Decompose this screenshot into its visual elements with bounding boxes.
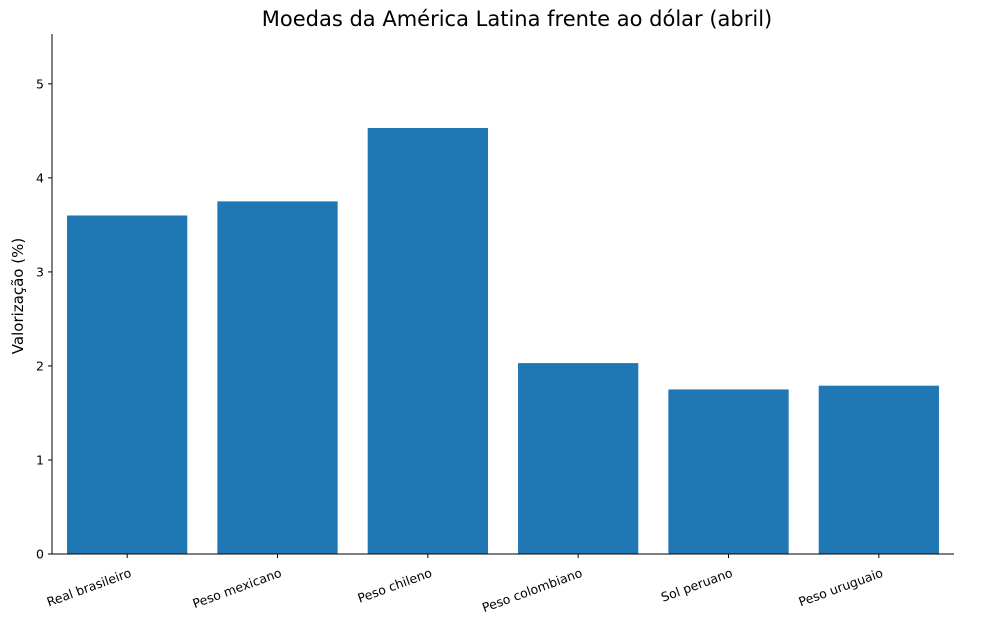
x-tick-label: Peso chileno — [355, 565, 433, 606]
bar-2 — [367, 128, 488, 554]
y-tick-label: 1 — [36, 452, 44, 467]
y-tick-label: 3 — [36, 264, 44, 279]
x-tick-label: Peso uruguaio — [797, 565, 885, 609]
y-tick-label: 0 — [36, 547, 44, 562]
bar-4 — [668, 389, 789, 554]
chart-title: Moedas da América Latina frente ao dólar… — [262, 7, 772, 31]
y-tick-label: 5 — [36, 76, 44, 91]
x-tick-label: Sol peruano — [659, 565, 735, 605]
x-tick-label: Peso mexicano — [190, 565, 283, 611]
y-tick-label: 4 — [36, 170, 44, 185]
x-tick-label: Peso colombiano — [480, 565, 584, 615]
bar-3 — [518, 363, 639, 554]
y-tick-label: 2 — [36, 358, 44, 373]
x-axis-ticks: Real brasileiro Peso mexicano Peso chileno… — [45, 554, 885, 615]
bar-5 — [818, 385, 939, 554]
bars-group — [67, 128, 939, 555]
bar-1 — [217, 201, 338, 554]
y-axis-label: Valorização (%) — [9, 238, 27, 354]
y-axis-ticks: 0 1 2 3 4 5 — [36, 76, 52, 562]
x-tick-label: Real brasileiro — [45, 565, 134, 609]
bar-0 — [67, 215, 188, 555]
